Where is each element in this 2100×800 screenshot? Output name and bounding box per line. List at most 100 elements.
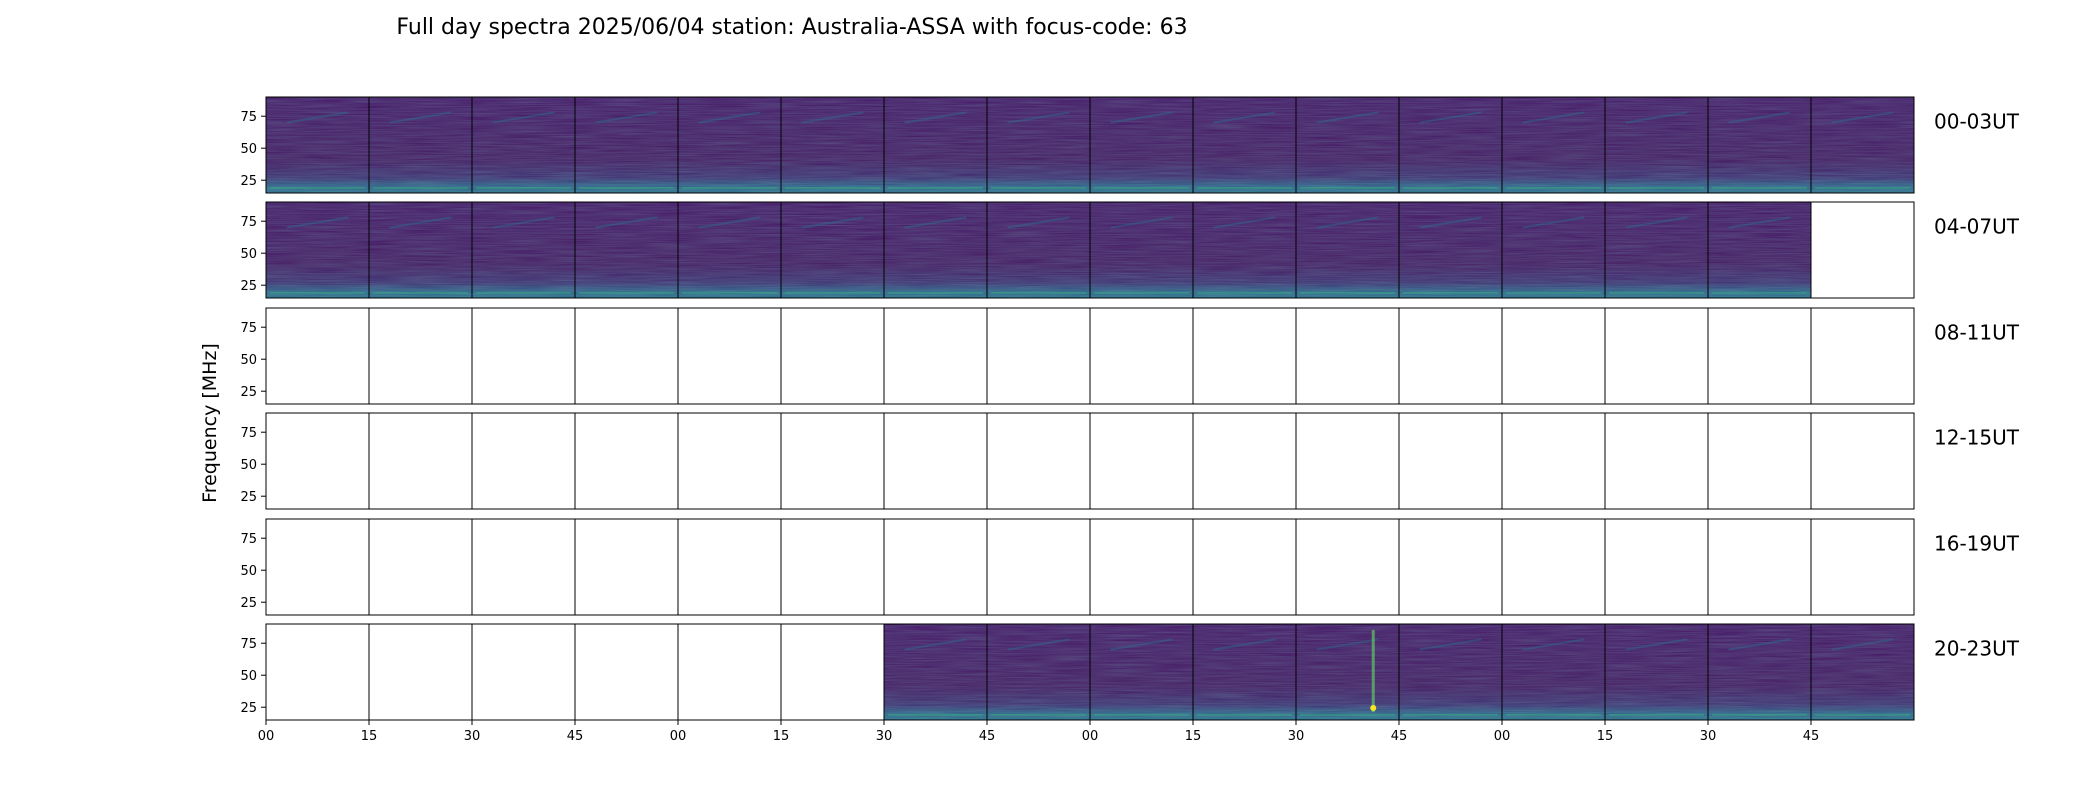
drift-streak bbox=[1110, 216, 1173, 229]
empty-panel bbox=[575, 624, 678, 720]
spectrum-texture bbox=[1296, 97, 1399, 193]
chart-title: Full day spectra 2025/06/04 station: Aus… bbox=[396, 15, 1187, 40]
row-frame bbox=[265, 96, 1915, 194]
spectrum-texture bbox=[1708, 97, 1811, 193]
empty-panel bbox=[1811, 519, 1914, 615]
drift-streak bbox=[801, 111, 864, 124]
y-tick-label: 50 bbox=[240, 564, 257, 579]
drift-streak bbox=[286, 216, 349, 229]
spectrum-texture bbox=[1708, 202, 1811, 298]
empty-panel bbox=[266, 519, 369, 615]
drift-streak bbox=[1007, 111, 1070, 124]
drift-streak bbox=[1213, 216, 1276, 229]
row-00-03UT bbox=[265, 96, 1915, 194]
empty-panel bbox=[1399, 308, 1502, 404]
x-tick-label: 00 bbox=[1082, 729, 1099, 744]
empty-panel bbox=[1708, 308, 1811, 404]
empty-panel bbox=[1605, 519, 1708, 615]
drift-streak bbox=[389, 111, 452, 124]
y-tick-label: 75 bbox=[240, 215, 257, 230]
drift-streak bbox=[698, 111, 761, 124]
x-tick-label: 15 bbox=[773, 729, 790, 744]
empty-panel bbox=[1090, 519, 1193, 615]
spectrum-texture bbox=[1502, 97, 1605, 193]
empty-panel bbox=[1811, 308, 1914, 404]
row-16-19UT bbox=[265, 518, 1915, 616]
drift-streak bbox=[1728, 216, 1791, 229]
y-tick-label: 75 bbox=[240, 532, 257, 547]
empty-panel bbox=[1296, 519, 1399, 615]
y-tick-label: 25 bbox=[240, 279, 257, 294]
x-tick-label: 45 bbox=[1391, 729, 1408, 744]
drift-streak bbox=[286, 111, 349, 124]
row-frame bbox=[265, 518, 1915, 616]
empty-panel bbox=[369, 624, 472, 720]
empty-panel bbox=[1708, 413, 1811, 509]
empty-panel bbox=[987, 413, 1090, 509]
empty-panel bbox=[884, 308, 987, 404]
spectrum-texture bbox=[884, 624, 987, 720]
row-time-label: 04-07UT bbox=[1934, 215, 2020, 239]
empty-panel bbox=[472, 413, 575, 509]
spectrum-texture bbox=[266, 97, 369, 193]
empty-panel bbox=[678, 624, 781, 720]
spectrum-texture bbox=[266, 202, 369, 298]
spectrum-texture bbox=[1296, 202, 1399, 298]
y-tick-label: 75 bbox=[240, 110, 257, 125]
drift-streak bbox=[1316, 216, 1379, 229]
drift-streak bbox=[801, 216, 864, 229]
spectrum-texture bbox=[884, 202, 987, 298]
drift-streak bbox=[1625, 638, 1688, 651]
empty-panel bbox=[266, 624, 369, 720]
empty-panel bbox=[678, 413, 781, 509]
x-tick-label: 00 bbox=[1494, 729, 1511, 744]
y-tick-label: 50 bbox=[240, 669, 257, 684]
drift-streak bbox=[492, 216, 555, 229]
empty-panel bbox=[1090, 413, 1193, 509]
spectrum-texture bbox=[1708, 624, 1811, 720]
drift-streak bbox=[1316, 111, 1379, 124]
spectrum-texture bbox=[1399, 624, 1502, 720]
spectrum-texture bbox=[1193, 97, 1296, 193]
ticks-layer: 75 50 25 00-03UT 75 50 25 04-07UT 75 50 25 08-11UT 7… bbox=[240, 110, 2019, 744]
spectrum-texture bbox=[575, 97, 678, 193]
drift-streak bbox=[1419, 111, 1482, 124]
drift-streak bbox=[389, 216, 452, 229]
empty-panel bbox=[884, 413, 987, 509]
x-tick-label: 15 bbox=[1597, 729, 1614, 744]
row-frame bbox=[265, 412, 1915, 510]
panels-layer bbox=[265, 96, 1915, 721]
empty-panel bbox=[987, 519, 1090, 615]
spectrum-texture bbox=[1193, 624, 1296, 720]
spectrum-texture bbox=[1090, 97, 1193, 193]
drift-streak bbox=[1522, 216, 1585, 229]
row-12-15UT bbox=[265, 412, 1915, 510]
empty-panel bbox=[1605, 413, 1708, 509]
empty-panel bbox=[575, 308, 678, 404]
empty-panel bbox=[678, 308, 781, 404]
spectrum-texture bbox=[1399, 97, 1502, 193]
drift-streak bbox=[1522, 111, 1585, 124]
x-tick-label: 00 bbox=[258, 729, 275, 744]
spectrum-texture bbox=[472, 202, 575, 298]
empty-panel bbox=[266, 413, 369, 509]
spectrum-texture bbox=[678, 202, 781, 298]
y-tick-label: 25 bbox=[240, 385, 257, 400]
spectrum-texture bbox=[884, 97, 987, 193]
row-time-label: 12-15UT bbox=[1934, 426, 2020, 450]
row-08-11UT bbox=[265, 307, 1915, 405]
y-tick-label: 50 bbox=[240, 247, 257, 262]
empty-panel bbox=[884, 519, 987, 615]
empty-panel bbox=[1090, 308, 1193, 404]
y-axis-label: Frequency [MHz] bbox=[199, 343, 221, 503]
row-frame bbox=[265, 201, 1915, 299]
drift-streak bbox=[1522, 638, 1585, 651]
empty-panel bbox=[781, 624, 884, 720]
spectrum-texture bbox=[1090, 624, 1193, 720]
empty-panel bbox=[1502, 519, 1605, 615]
empty-panel bbox=[781, 308, 884, 404]
x-tick-label: 30 bbox=[1700, 729, 1717, 744]
spectrum-texture bbox=[1605, 97, 1708, 193]
drift-streak bbox=[1007, 216, 1070, 229]
drift-streak bbox=[904, 638, 967, 651]
